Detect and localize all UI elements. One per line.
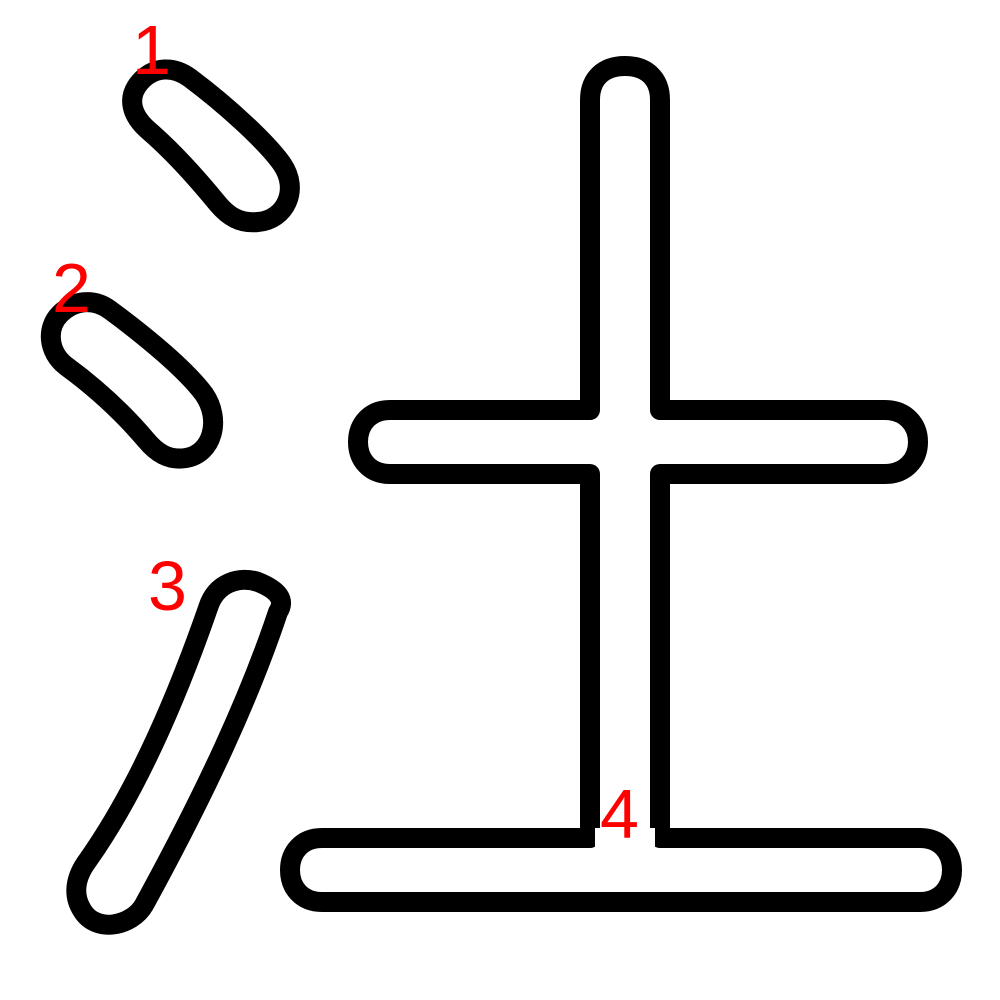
stroke-number-1: 1	[132, 11, 171, 89]
stroke-1-dot	[122, 59, 300, 233]
stroke-number-4: 4	[600, 775, 639, 853]
stroke-4-label-gap	[595, 828, 655, 848]
stroke-3-rising	[66, 569, 291, 935]
stroke-4-earth-component	[280, 56, 962, 912]
stroke-2-dot	[40, 292, 223, 469]
stroke-number-3: 3	[148, 547, 187, 625]
stroke-number-2: 2	[52, 249, 91, 327]
